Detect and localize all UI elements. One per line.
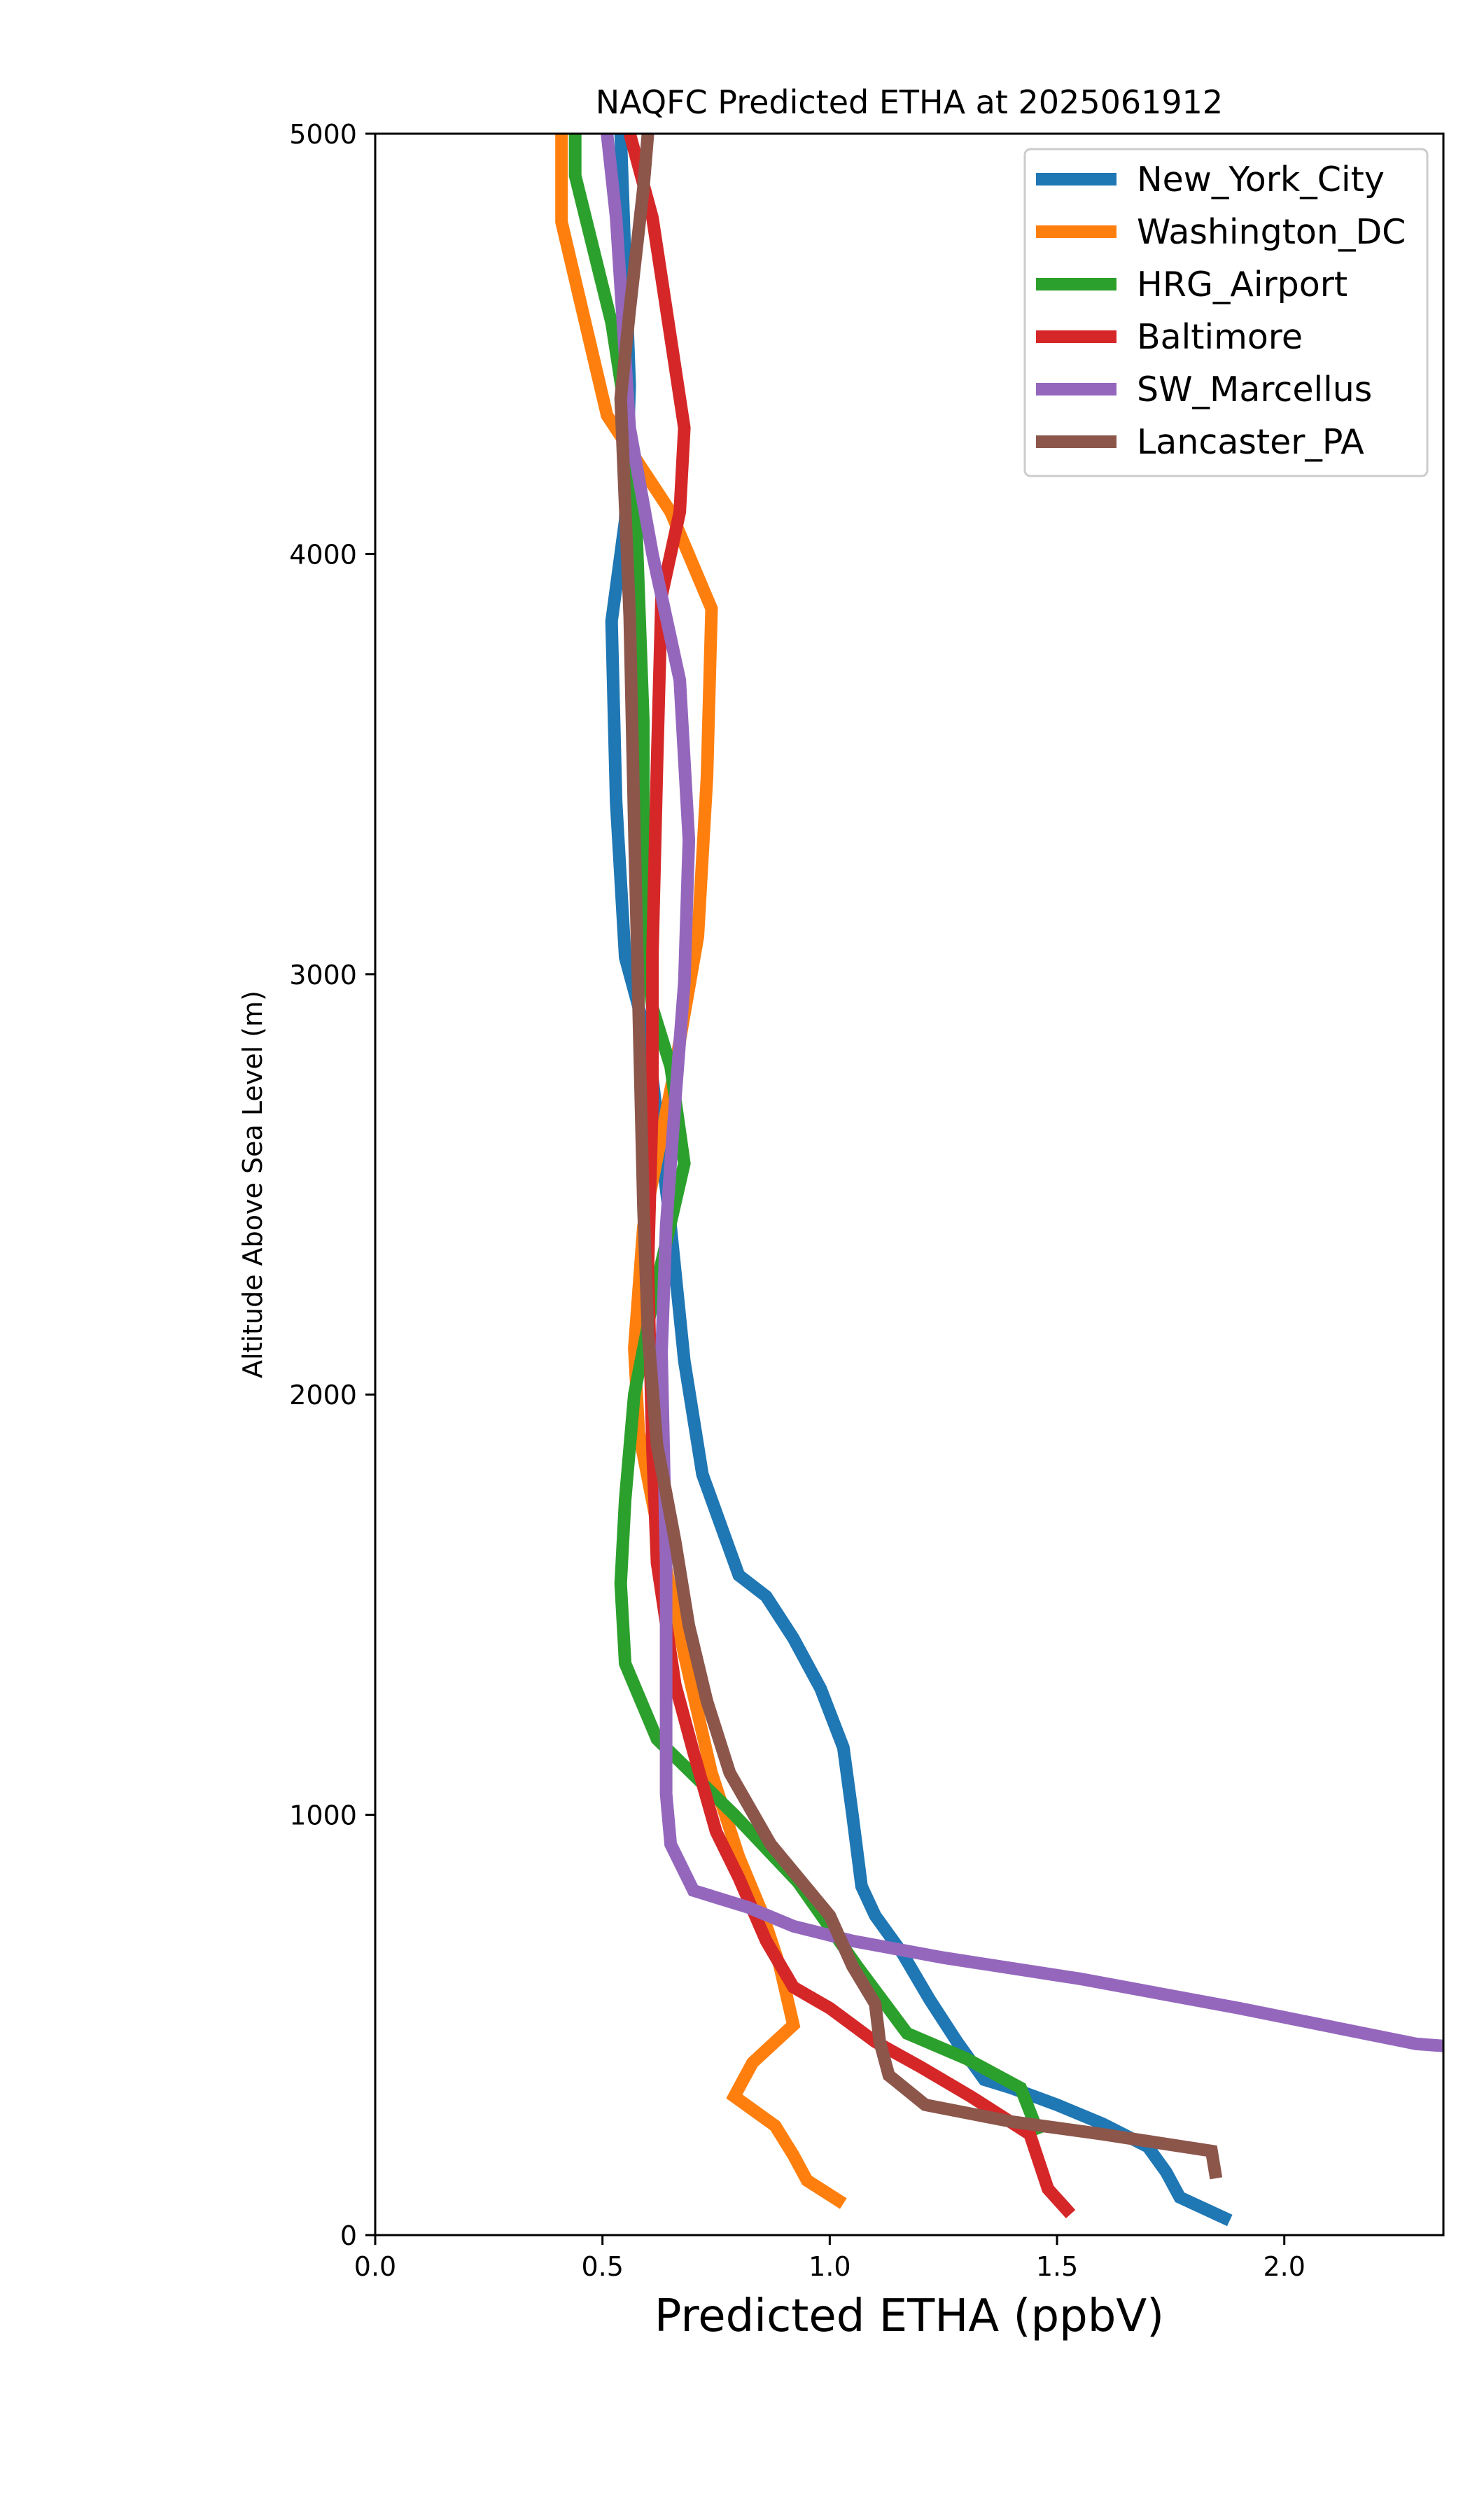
x-tick-label-3: 1.5 (1036, 2251, 1078, 2282)
x-axis-label: Predicted ETHA (ppbV) (654, 2290, 1164, 2342)
y-axis: 0 1000 2000 3000 4000 5000 (289, 119, 375, 2251)
x-tick-label-0: 0.0 (354, 2251, 396, 2282)
y-tick-label-5: 5000 (289, 119, 357, 150)
chart-title: NAQFC Predicted ETHA at 2025061912 (596, 83, 1223, 121)
legend-label-3: Baltimore (1137, 317, 1303, 357)
legend-label-5: Lancaster_PA (1137, 422, 1364, 462)
x-axis: 0.0 0.5 1.0 1.5 2.0 (354, 2235, 1306, 2282)
legend-label-2: HRG_Airport (1137, 265, 1348, 304)
y-tick-label-1: 1000 (289, 1800, 357, 1831)
x-tick-label-1: 0.5 (581, 2251, 623, 2282)
series-line-0 (605, 134, 1233, 2227)
series-layer (555, 134, 1443, 2227)
y-tick-label-4: 4000 (289, 539, 357, 570)
y-tick-label-0: 0 (340, 2220, 357, 2251)
legend-label-1: Washington_DC (1137, 212, 1406, 252)
series-line-4 (601, 134, 1443, 2052)
legend-label-4: SW_Marcellus (1137, 370, 1372, 410)
y-tick-label-3: 3000 (289, 960, 357, 990)
y-axis-label: Altitude Above Sea Level (m) (237, 990, 268, 1378)
legend-label-0: New_York_City (1137, 160, 1385, 200)
x-tick-label-2: 1.0 (808, 2251, 850, 2282)
plot-frame (374, 132, 1445, 2236)
x-tick-label-4: 2.0 (1264, 2251, 1306, 2282)
series-line-2 (568, 134, 1045, 2137)
legend-box (1023, 148, 1429, 477)
legend: New_York_City Washington_DC HRG_Airport Bal… (1023, 148, 1429, 477)
y-tick-label-2: 2000 (289, 1380, 357, 1410)
series-line-5 (614, 134, 1223, 2180)
